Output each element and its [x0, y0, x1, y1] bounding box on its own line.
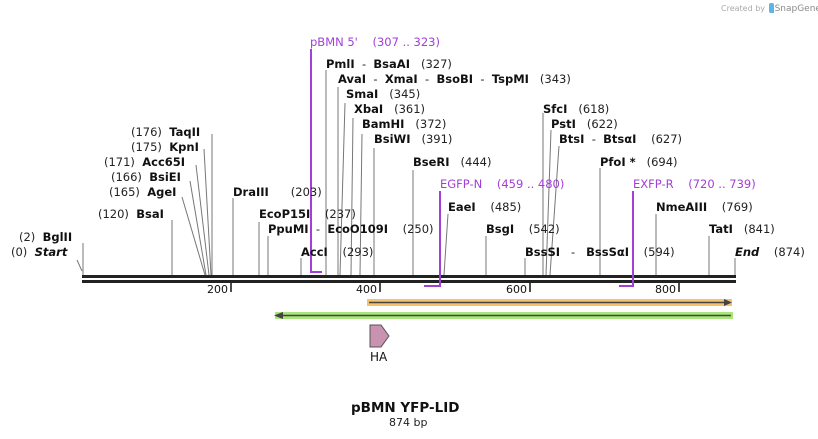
- feature-orange-arrow: [367, 299, 732, 306]
- end-label: End (874): [735, 245, 805, 259]
- site-bsgI[interactable]: BsgI (542): [486, 222, 560, 236]
- primer-egfpn-line: [424, 191, 441, 287]
- site-smaI[interactable]: SmaI (345): [346, 87, 421, 101]
- primer-lines: [310, 49, 634, 287]
- site-tatI[interactable]: TatI (841): [709, 222, 775, 236]
- snapgene-logo-icon: [768, 3, 774, 13]
- site-sfcI[interactable]: SfcI (618): [543, 102, 610, 116]
- backbone-bottom-strand: [82, 280, 736, 283]
- site-nmeAIII[interactable]: NmeAIII (769): [656, 200, 753, 214]
- site-xbaI[interactable]: XbaI (361): [354, 102, 426, 116]
- backbone-top-strand: [82, 275, 736, 278]
- tick-400: 400: [356, 283, 377, 296]
- site-ecoP15I[interactable]: EcoP15I (237): [259, 207, 356, 221]
- site-bamHI[interactable]: BamHI (372): [362, 117, 447, 131]
- site-btsI[interactable]: BtsI - BtsαI (627): [559, 132, 683, 146]
- site-draIII[interactable]: DraIII (203): [233, 185, 322, 199]
- site-ppuMI[interactable]: PpuMI - EcoO109I (250): [268, 222, 434, 236]
- site-kpnI[interactable]: (175) KpnI: [131, 140, 199, 154]
- site-taqII[interactable]: (176) TaqII: [131, 125, 201, 139]
- ruler-ticks: [230, 283, 680, 292]
- credit-brand: SnapGene: [774, 4, 818, 14]
- site-pstI[interactable]: PstI (622): [551, 117, 618, 131]
- feature-ha-label[interactable]: HA: [370, 350, 388, 364]
- site-accI[interactable]: AccI (293): [301, 245, 374, 259]
- map-title: pBMN YFP-LID: [351, 400, 460, 416]
- site-bssSI[interactable]: BssSI - BssSαI (594): [525, 245, 675, 259]
- tick-800: 800: [655, 283, 676, 296]
- snapgene-credit: Created by SnapGene: [721, 3, 818, 14]
- site-bsaI[interactable]: (120) BsaI: [98, 207, 164, 221]
- site-bsiEI[interactable]: (166) BsiEI: [111, 170, 181, 184]
- primer-pbmn5[interactable]: pBMN 5' (307 .. 323): [310, 35, 440, 49]
- site-ageI[interactable]: (165) AgeI: [109, 185, 177, 199]
- site-pfoI[interactable]: PfoI * (694): [600, 155, 678, 169]
- ha-feature-arrow-icon: [369, 324, 390, 348]
- site-bglII[interactable]: (2) BglII: [19, 230, 73, 244]
- primer-exfpr-line: [619, 191, 634, 287]
- site-avaI[interactable]: AvaI - XmaI - BsoBI - TspMI (343): [338, 72, 571, 86]
- primer-exfpR[interactable]: EXFP-R (720 .. 739): [633, 177, 756, 191]
- start-label: (0) Start: [11, 245, 68, 259]
- site-pmlI[interactable]: PmlI - BsaAI (327): [326, 57, 452, 71]
- primer-egfpN[interactable]: EGFP-N (459 .. 480): [440, 177, 565, 191]
- site-lines: [76, 70, 736, 276]
- credit-prefix: Created by: [721, 4, 766, 13]
- tick-600: 600: [506, 283, 527, 296]
- site-bseRI[interactable]: BseRI (444): [413, 155, 492, 169]
- site-bsiWI[interactable]: BsiWI (391): [374, 132, 453, 146]
- tick-200: 200: [207, 283, 228, 296]
- site-acc65I[interactable]: (171) Acc65I: [104, 155, 186, 169]
- site-eaeI[interactable]: EaeI (485): [448, 200, 522, 214]
- primer-pbmn5-line: [310, 49, 322, 273]
- map-length: 874 bp: [389, 416, 428, 429]
- feature-green-arrow: [274, 312, 733, 319]
